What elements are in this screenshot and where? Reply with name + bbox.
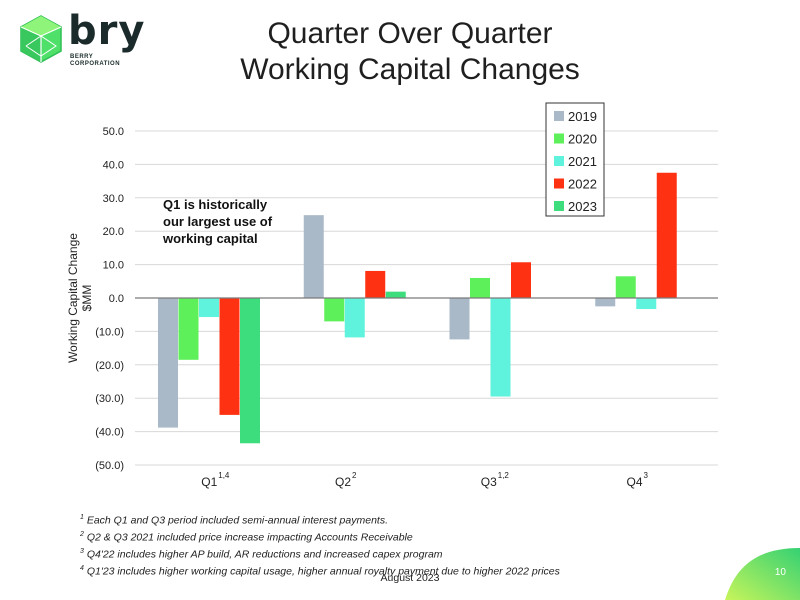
- bar-q1-2023: [240, 298, 260, 444]
- legend-swatch-2020: [554, 133, 564, 144]
- chart-annotation-line: our largest use of: [163, 214, 273, 229]
- legend-swatch-2021: [554, 156, 564, 166]
- bar-q2-2019: [303, 215, 324, 298]
- bar-q1-2019: [158, 298, 178, 428]
- slide-title-line1: Quarter Over Quarter: [267, 17, 553, 50]
- x-tick-superscript: 1,4: [218, 471, 230, 480]
- legend-label-2021: 2021: [568, 154, 597, 169]
- chart-annotation-line: Q1 is historically: [163, 197, 268, 212]
- y-tick-label: (10.0): [95, 326, 124, 338]
- y-tick-label: 30.0: [103, 193, 124, 205]
- y-tick-label: 40.0: [103, 159, 124, 171]
- bar-q3-2020: [470, 277, 490, 298]
- x-tick-superscript: 2: [352, 471, 357, 480]
- y-axis-label: Working Capital Change: [66, 233, 80, 363]
- legend-label-2023: 2023: [568, 199, 597, 214]
- bar-q2-2023: [385, 291, 406, 298]
- bar-q3-2019: [449, 298, 470, 340]
- bar-q4-2019: [595, 298, 616, 307]
- legend-swatch-2019: [554, 111, 564, 121]
- logo-wordmark: bry: [68, 8, 146, 54]
- bar-q1-2020: [178, 298, 199, 360]
- y-tick-label: (50.0): [95, 460, 124, 472]
- legend-swatch-2023: [554, 201, 564, 211]
- slide-date: August 2023: [380, 572, 440, 584]
- footnote-1: 1 Each Q1 and Q3 period included semi-an…: [80, 514, 389, 527]
- x-tick-label-q3: Q3: [481, 475, 497, 489]
- footnote-4: 4 Q1'23 includes higher working capital …: [80, 565, 560, 578]
- bar-q3-2021: [490, 298, 511, 397]
- bar-q3-2022: [511, 262, 531, 298]
- y-tick-label: 10.0: [103, 260, 124, 272]
- bar-q4-2021: [636, 298, 657, 310]
- chart-annotation-line: working capital: [162, 231, 258, 246]
- x-tick-label-q1: Q1: [201, 475, 217, 489]
- bar-q2-2022: [365, 270, 386, 298]
- y-tick-label: (40.0): [95, 427, 124, 439]
- y-tick-label: 50.0: [103, 126, 124, 138]
- legend-label-2020: 2020: [568, 132, 597, 147]
- y-tick-label: (30.0): [95, 393, 124, 405]
- y-tick-label: 0.0: [109, 293, 124, 305]
- bar-q1-2022: [219, 298, 240, 415]
- page-number: 10: [774, 567, 786, 578]
- logo-subtitle: BERRY CORPORATION: [70, 54, 121, 67]
- x-tick-label-q2: Q2: [335, 475, 351, 489]
- bar-q2-2021: [344, 298, 365, 338]
- slide-title-line2: Working Capital Changes: [240, 53, 580, 86]
- berry-logo: bry BERRY CORPORATION: [18, 8, 148, 74]
- y-axis-unit-label: $MM: [80, 285, 94, 312]
- x-tick-superscript: 1,2: [498, 471, 510, 480]
- y-tick-label: 20.0: [103, 226, 124, 238]
- x-tick-superscript: 3: [644, 471, 649, 480]
- y-tick-label: (20.0): [95, 360, 124, 372]
- bar-q4-2020: [615, 276, 636, 298]
- footnotes: 1 Each Q1 and Q3 period included semi-an…: [80, 511, 560, 579]
- legend-label-2022: 2022: [568, 177, 597, 192]
- corner-accent: [725, 548, 800, 600]
- gem-logo-icon: [20, 15, 62, 63]
- footnote-2: 2 Q2 & Q3 2021 included price increase i…: [80, 531, 413, 544]
- bar-q4-2022: [656, 172, 677, 298]
- legend-swatch-2022: [554, 178, 564, 189]
- bar-q1-2021: [199, 298, 219, 318]
- x-tick-label-q4: Q4: [626, 475, 642, 489]
- footnote-3: 3 Q4'22 includes higher AP build, AR red…: [80, 548, 443, 561]
- bar-q2-2020: [324, 298, 345, 322]
- legend-label-2019: 2019: [568, 109, 597, 124]
